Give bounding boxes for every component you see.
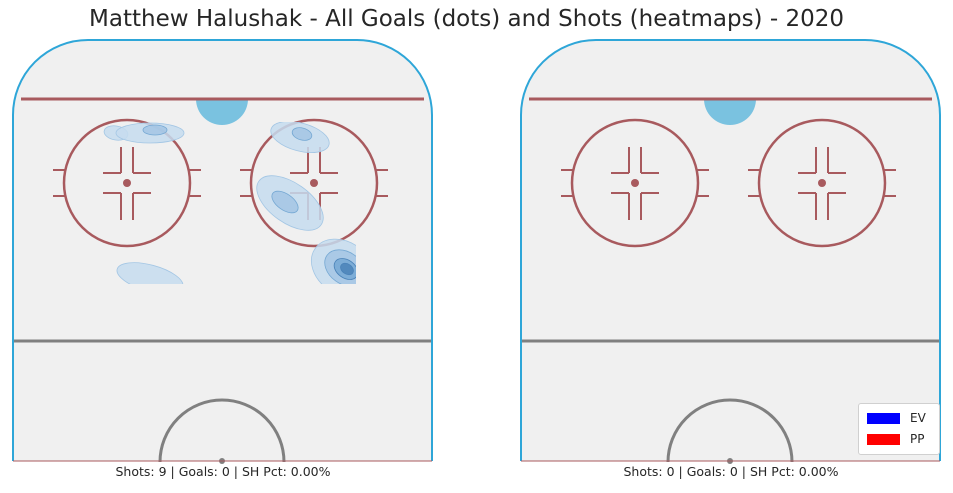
left-boards bbox=[12, 39, 433, 461]
legend-swatch-pp bbox=[867, 433, 900, 445]
right-faceoff-right-circle bbox=[757, 118, 887, 248]
right-faceoff-left-dot bbox=[631, 179, 639, 187]
right-center-circle bbox=[666, 398, 794, 463]
left-heatmap bbox=[103, 122, 356, 284]
left-heat-spot bbox=[340, 262, 354, 276]
left-goal-crease bbox=[196, 99, 248, 125]
legend-swatch-ev bbox=[867, 412, 900, 424]
right-goal-crease bbox=[704, 99, 756, 125]
left-faceoff-right-dot bbox=[310, 179, 318, 187]
left-heat-spot bbox=[271, 190, 299, 214]
rink-panel-left bbox=[12, 39, 433, 464]
left-heat-spot bbox=[116, 262, 184, 284]
chart-title: Matthew Halushak - All Goals (dots) and … bbox=[89, 6, 844, 32]
rink-panel-right bbox=[520, 39, 941, 464]
right-ice-surface bbox=[521, 40, 940, 461]
right-boards bbox=[520, 39, 941, 461]
left-faceoff-left-circle bbox=[62, 118, 192, 248]
legend-entry-pp: PP bbox=[867, 432, 924, 446]
left-heat-spot bbox=[291, 127, 313, 141]
left-heat-spot bbox=[142, 124, 168, 136]
legend: EV PP bbox=[858, 403, 940, 455]
right-faceoff-left-circle bbox=[570, 118, 700, 248]
legend-label-pp: PP bbox=[910, 432, 925, 446]
left-faceoff-right-circle bbox=[249, 118, 379, 248]
caption-right: Shots: 0 | Goals: 0 | SH Pct: 0.00% bbox=[623, 464, 839, 479]
legend-entry-ev: EV bbox=[867, 411, 926, 425]
caption-left: Shots: 9 | Goals: 0 | SH Pct: 0.00% bbox=[115, 464, 331, 479]
right-faceoff-right-dot bbox=[818, 179, 826, 187]
left-faceoff-left-dot bbox=[123, 179, 131, 187]
left-center-circle bbox=[158, 398, 286, 463]
legend-label-ev: EV bbox=[910, 411, 926, 425]
